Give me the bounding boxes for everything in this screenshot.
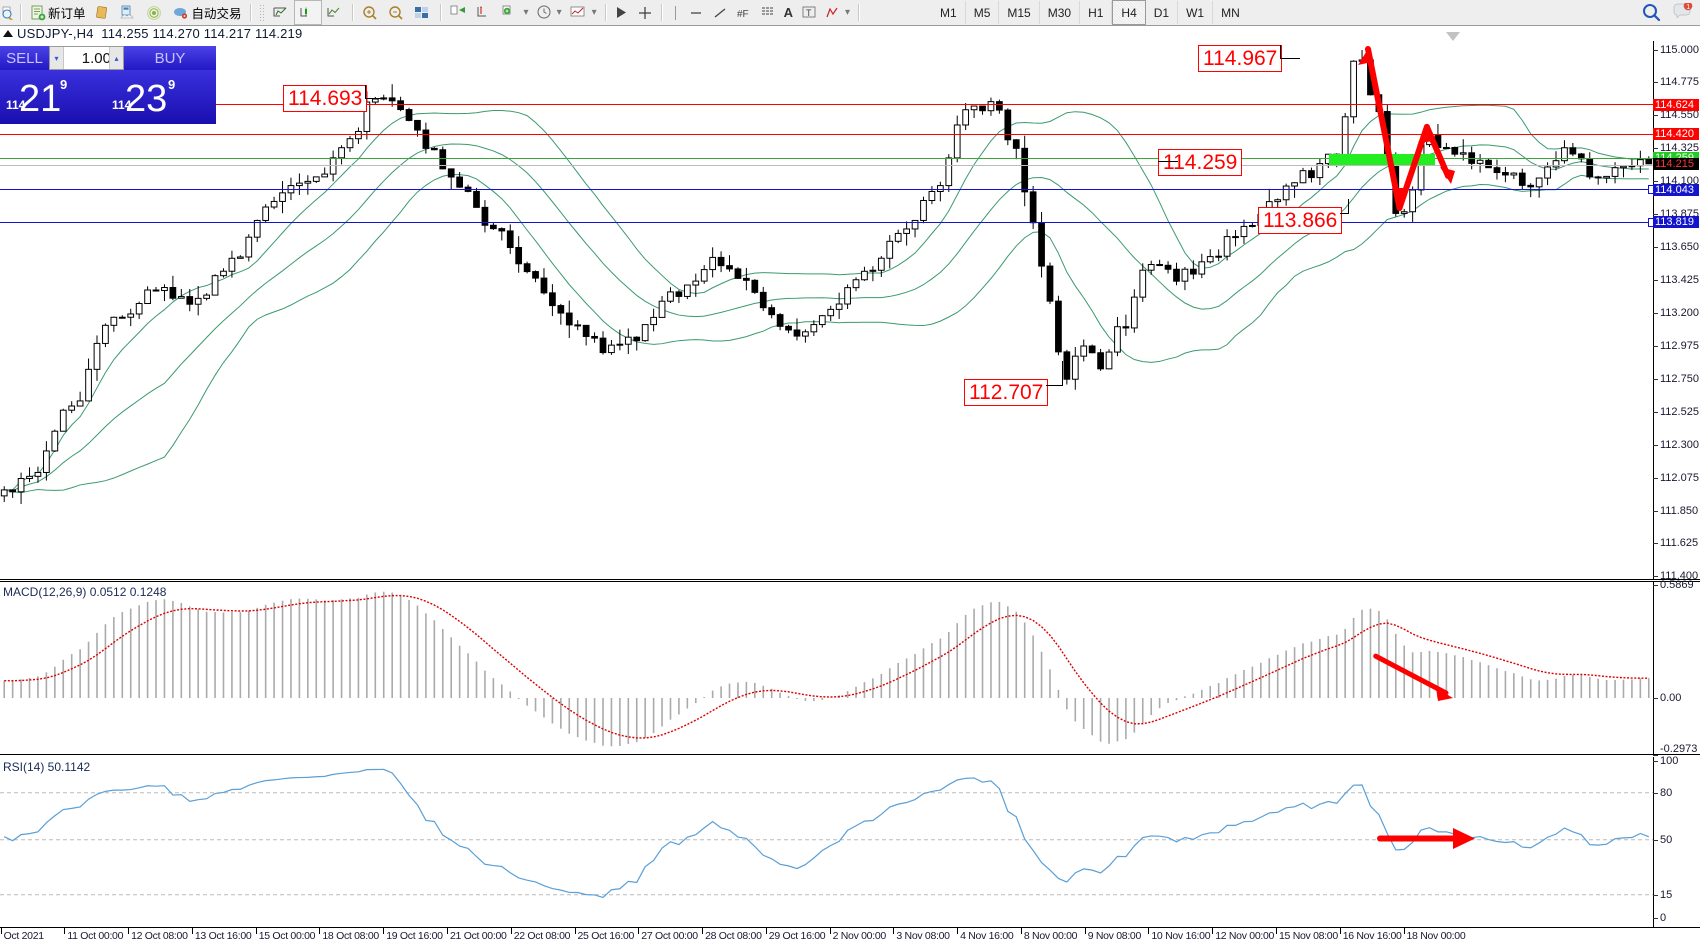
svg-text:T: T: [806, 8, 812, 18]
svg-text:1: 1: [1686, 4, 1690, 11]
svg-text:#F: #F: [737, 9, 749, 20]
